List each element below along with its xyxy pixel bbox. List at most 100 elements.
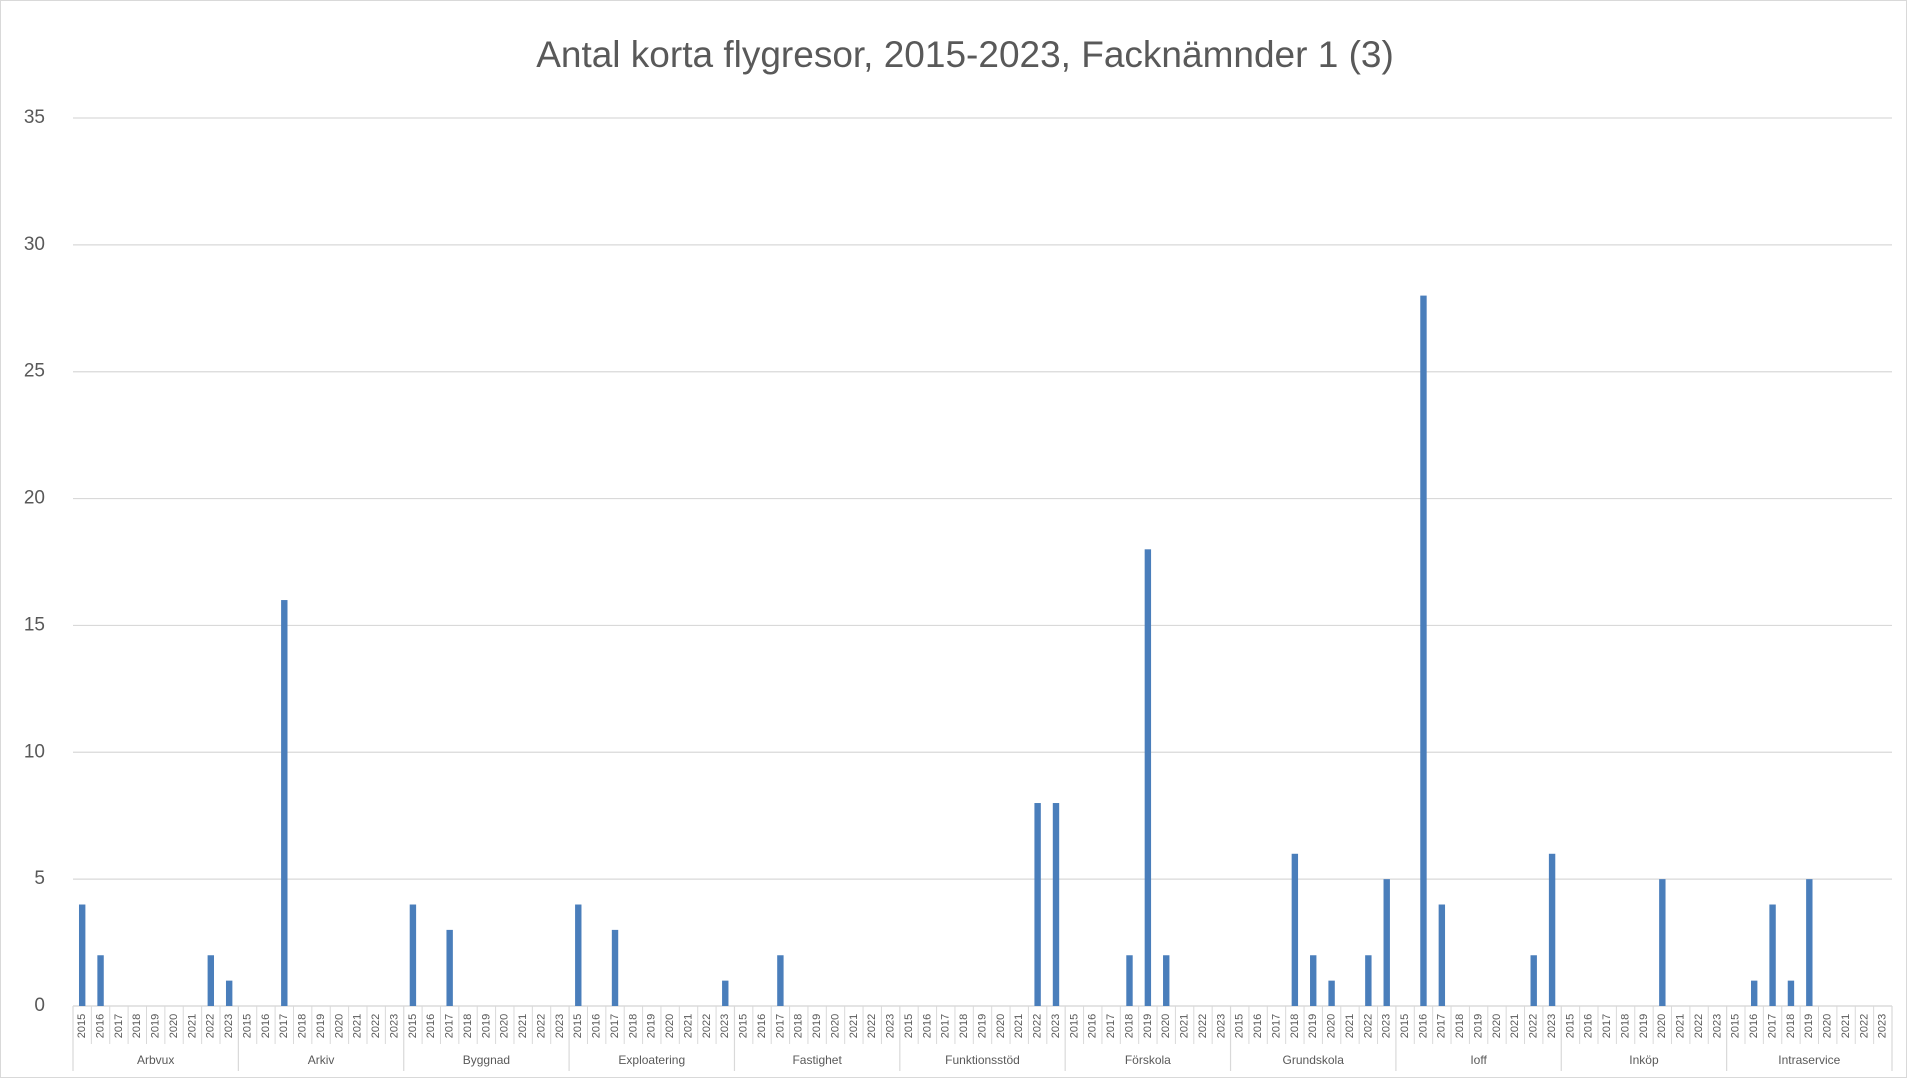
group-label: Arbvux — [137, 1053, 174, 1067]
y-tick-label: 30 — [24, 234, 45, 255]
bar — [777, 955, 784, 1006]
bar — [1769, 904, 1776, 1006]
x-tick-label: 2019 — [1142, 1014, 1154, 1038]
x-tick-label: 2017 — [1766, 1014, 1778, 1038]
group-label: Exploatering — [618, 1053, 685, 1067]
x-tick-label: 2022 — [535, 1014, 547, 1038]
x-tick-label: 2020 — [664, 1014, 676, 1038]
bar — [78, 904, 86, 1006]
x-tick-label: 2016 — [921, 1014, 933, 1038]
group-label: Funktionsstöd — [945, 1053, 1020, 1067]
x-tick-label: 2020 — [1326, 1014, 1338, 1038]
x-tick-label: 2018 — [297, 1014, 309, 1038]
x-tick-label: 2016 — [756, 1014, 768, 1038]
x-tick-label: 2015 — [407, 1014, 419, 1038]
x-tick-label: 2023 — [1050, 1014, 1062, 1038]
x-tick-label: 2018 — [1454, 1014, 1466, 1038]
x-tick-label: 2019 — [646, 1014, 658, 1038]
x-tick-label: 2021 — [352, 1014, 364, 1038]
y-tick-label: 25 — [24, 361, 45, 382]
bar — [611, 929, 619, 1006]
x-tick-label: 2018 — [131, 1014, 143, 1038]
x-tick-label: 2018 — [1785, 1014, 1797, 1038]
bar — [207, 955, 215, 1006]
x-tick-label: 2015 — [1399, 1014, 1411, 1038]
bar — [1787, 980, 1795, 1006]
x-tick-label: 2016 — [260, 1014, 272, 1038]
x-tick-label: 2022 — [1032, 1014, 1044, 1038]
y-tick-label: 10 — [24, 741, 45, 762]
bar — [1310, 955, 1317, 1006]
bar — [1052, 803, 1060, 1006]
x-tick-label: 2021 — [682, 1014, 694, 1038]
x-tick-label: 2021 — [517, 1014, 529, 1038]
bar — [1034, 803, 1041, 1006]
x-tick-label: 2021 — [1344, 1014, 1356, 1038]
x-tick-label: 2022 — [1693, 1014, 1705, 1038]
bar — [1438, 904, 1446, 1006]
x-tick-label: 2022 — [205, 1014, 217, 1038]
x-tick-label: 2016 — [1748, 1014, 1760, 1038]
x-tick-label: 2018 — [1619, 1014, 1631, 1038]
x-tick-label: 2023 — [1215, 1014, 1227, 1038]
x-tick-label: 2015 — [572, 1014, 584, 1038]
bar — [1365, 955, 1372, 1006]
x-tick-label: 2021 — [1675, 1014, 1687, 1038]
x-tick-label: 2018 — [627, 1014, 639, 1038]
x-tick-label: 2021 — [1509, 1014, 1521, 1038]
bar — [1328, 980, 1335, 1006]
bar — [1291, 853, 1299, 1006]
bar — [281, 600, 288, 1006]
x-tick-label: 2022 — [370, 1014, 382, 1038]
x-tick-label: 2023 — [388, 1014, 400, 1038]
x-tick-label: 2016 — [1417, 1014, 1429, 1038]
x-tick-label: 2021 — [1013, 1014, 1025, 1038]
x-tick-label: 2021 — [848, 1014, 860, 1038]
x-tick-label: 2023 — [1711, 1014, 1723, 1038]
x-tick-label: 2017 — [1270, 1014, 1282, 1038]
x-tick-label: 2016 — [94, 1014, 106, 1038]
x-tick-label: 2020 — [1656, 1014, 1668, 1038]
x-tick-label: 2017 — [774, 1014, 786, 1038]
x-tick-label: 2020 — [1491, 1014, 1503, 1038]
x-tick-label: 2015 — [1068, 1014, 1080, 1038]
group-label: Förskola — [1125, 1053, 1171, 1067]
x-tick-label: 2018 — [958, 1014, 970, 1038]
group-label: Fastighet — [792, 1053, 842, 1067]
x-tick-label: 2018 — [1123, 1014, 1135, 1038]
x-tick-label: 2019 — [480, 1014, 492, 1038]
x-tick-label: 2022 — [1362, 1014, 1374, 1038]
x-tick-label: 2020 — [1822, 1014, 1834, 1038]
x-tick-label: 2015 — [1564, 1014, 1576, 1038]
bar — [1806, 879, 1813, 1006]
x-tick-label: 2016 — [1087, 1014, 1099, 1038]
y-tick-label: 35 — [24, 107, 45, 128]
x-tick-label: 2020 — [499, 1014, 511, 1038]
bar — [1163, 955, 1170, 1006]
x-tick-label: 2021 — [186, 1014, 198, 1038]
bar — [1144, 549, 1152, 1006]
group-label: Arkiv — [308, 1053, 335, 1067]
bar — [1530, 955, 1537, 1006]
x-tick-label: 2020 — [168, 1014, 180, 1038]
x-tick-label: 2015 — [738, 1014, 750, 1038]
x-tick-label: 2018 — [1289, 1014, 1301, 1038]
bar — [225, 980, 233, 1006]
bar — [1548, 853, 1556, 1006]
bar — [1750, 980, 1758, 1006]
x-tick-label: 2019 — [1472, 1014, 1484, 1038]
x-tick-label: 2015 — [903, 1014, 915, 1038]
y-tick-label: 0 — [34, 995, 45, 1016]
group-label: Grundskola — [1283, 1053, 1345, 1067]
x-tick-label: 2018 — [793, 1014, 805, 1038]
y-tick-label: 20 — [24, 488, 45, 509]
group-label: Intraservice — [1778, 1053, 1840, 1067]
bar — [722, 980, 729, 1006]
bar — [1420, 295, 1427, 1007]
x-tick-label: 2022 — [701, 1014, 713, 1038]
x-tick-label: 2017 — [444, 1014, 456, 1038]
bar — [575, 904, 582, 1006]
x-tick-label: 2017 — [1436, 1014, 1448, 1038]
